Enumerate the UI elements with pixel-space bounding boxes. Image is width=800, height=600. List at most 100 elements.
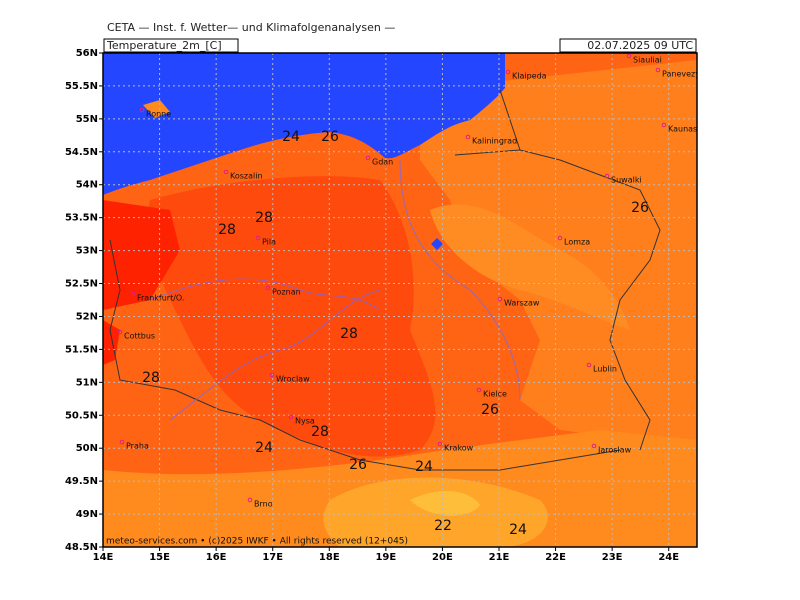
city-dot: [269, 372, 275, 378]
lon-label: 22E: [545, 552, 566, 563]
contour-label: 26: [321, 129, 339, 145]
lat-label: 48.5N: [65, 542, 98, 553]
city-dot: [476, 387, 482, 393]
city-dot: [604, 173, 610, 179]
contour-label: 28: [218, 222, 236, 238]
city-dot: [119, 439, 125, 445]
city-label: Nysa: [295, 417, 315, 426]
field-west: [103, 200, 180, 310]
contour-label: 26: [349, 457, 367, 473]
marker: [431, 238, 443, 250]
contour-label: 24: [509, 522, 527, 538]
contour-label: 24: [282, 129, 300, 145]
city-dot: [655, 67, 661, 73]
field-peak: [410, 490, 480, 516]
city-dot: [557, 235, 563, 241]
lon-label: 19E: [375, 552, 396, 563]
city-label: Siauliai: [633, 56, 662, 65]
city-dot: [505, 69, 511, 75]
lon-label: 17E: [262, 552, 283, 563]
city-dot: [255, 235, 261, 241]
contour-label: 22: [434, 518, 452, 534]
valid-time: 02.07.2025 09 UTC: [587, 39, 693, 52]
city-label: Lublin: [593, 365, 617, 374]
city-label: Kaliningrad: [472, 137, 517, 146]
city-dot: [365, 155, 371, 161]
lon-label: 16E: [206, 552, 227, 563]
city-label: Lomza: [564, 238, 590, 247]
lat-label: 52.5N: [65, 279, 98, 290]
contour-label: 24: [255, 440, 273, 456]
contour-label: 26: [631, 200, 649, 216]
city-label: Brno: [254, 500, 273, 509]
field-central: [147, 176, 436, 457]
city-label: Jaroslaw: [597, 446, 632, 455]
city-dot: [247, 497, 253, 503]
city-dot: [139, 107, 145, 113]
contour-label: 28: [340, 326, 358, 342]
rivers: [149, 159, 521, 421]
contour-label: 26: [481, 402, 499, 418]
city-label: Warszaw: [504, 299, 540, 308]
city-dot: [437, 441, 443, 447]
lat-label: 55.5N: [65, 81, 98, 92]
contour-label: 24: [415, 459, 433, 475]
city-dot: [117, 329, 123, 335]
city-label: Frankfurt/O.: [137, 294, 184, 303]
lat-label: 53N: [76, 246, 98, 257]
lat-label: 49N: [76, 509, 98, 520]
city-dot: [465, 134, 471, 140]
contour-label: 28: [142, 370, 160, 386]
lat-label: 53.5N: [65, 213, 98, 224]
contour-label: 28: [311, 424, 329, 440]
lat-label: 51.5N: [65, 344, 98, 355]
footer: meteo-services.com • (c)2025 IWKF • All …: [106, 537, 408, 547]
city-label: Koszalin: [230, 172, 263, 181]
city-dot: [626, 53, 632, 59]
variable-box: [103, 38, 239, 53]
lon-label: 14E: [93, 552, 114, 563]
city-label: Poznan: [272, 288, 301, 297]
lat-label: 54.5N: [65, 147, 98, 158]
city-label: Panevezys: [662, 70, 704, 79]
city-dot: [223, 169, 229, 175]
city-dot: [591, 443, 597, 449]
city-label: Klaipeda: [512, 72, 547, 81]
city-label: Krakow: [444, 444, 474, 453]
city-dot: [288, 414, 294, 420]
city-label: Ronne: [146, 110, 171, 119]
bornholm: [143, 100, 170, 118]
field-east-light: [430, 204, 630, 330]
lon-label: 20E: [432, 552, 453, 563]
lat-label: 50.5N: [65, 410, 98, 421]
lat-label: 52N: [76, 311, 98, 322]
city-label: Kielce: [483, 390, 507, 399]
lon-label: 18E: [319, 552, 340, 563]
city-label: Kaunas: [668, 125, 697, 134]
lat-label: 49.5N: [65, 476, 98, 487]
baltic-sea: [103, 53, 505, 195]
city-label: Gdan: [372, 158, 393, 167]
lon-label: 23E: [602, 552, 623, 563]
city-dot: [265, 285, 271, 291]
city-dot: [130, 291, 136, 297]
lat-label: 51N: [76, 377, 98, 388]
frame: [102, 52, 698, 548]
variable: Temperature_2m_[C]: [106, 39, 222, 52]
city-label: Pila: [262, 238, 276, 247]
lon-label: 21E: [489, 552, 510, 563]
field-west-spot: [103, 320, 120, 365]
contour-label: 28: [255, 210, 273, 226]
lat-label: 50N: [76, 443, 98, 454]
lon-label: 15E: [149, 552, 170, 563]
lat-label: 54N: [76, 180, 98, 191]
city-dot: [661, 122, 667, 128]
header: CETA — Inst. f. Wetter— und Klimafolgena…: [107, 21, 395, 34]
city-dot: [586, 362, 592, 368]
city-label: Praha: [126, 442, 149, 451]
time-box: [559, 38, 697, 53]
lat-label: 56N: [76, 48, 98, 59]
